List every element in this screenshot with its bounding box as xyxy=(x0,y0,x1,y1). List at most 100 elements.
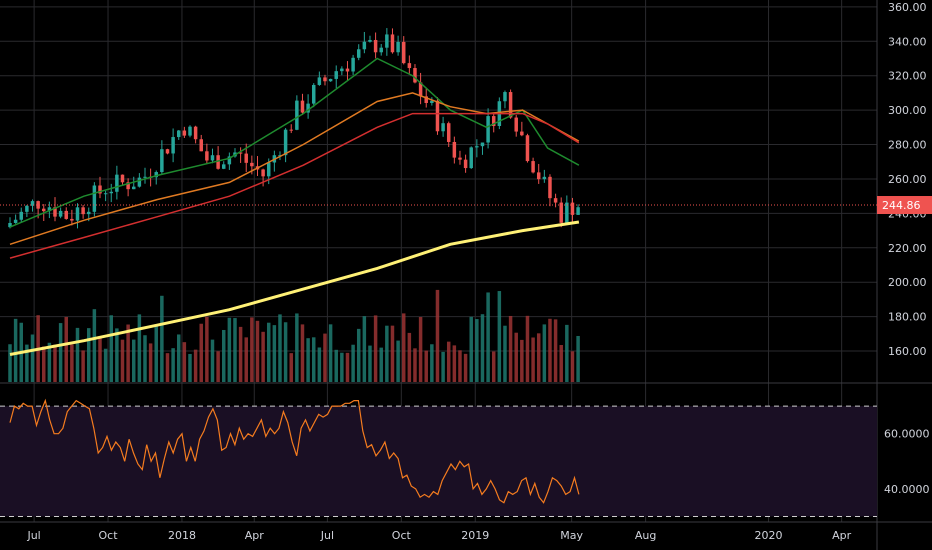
time-tick-label: Jul xyxy=(320,529,334,542)
time-tick-label: 2019 xyxy=(461,529,489,542)
price-tick-label: 220.00 xyxy=(888,242,927,255)
candle-body xyxy=(98,185,102,194)
candle-body xyxy=(340,68,344,72)
candle-body xyxy=(75,207,80,221)
volume-bar xyxy=(407,332,412,382)
candle-body xyxy=(362,41,367,50)
candle-body xyxy=(435,100,440,132)
candle-body xyxy=(289,129,293,131)
candle-body xyxy=(53,207,57,217)
candle-body xyxy=(137,177,142,187)
volume-bar xyxy=(396,340,400,382)
volume-bar xyxy=(379,347,383,382)
volume-bar xyxy=(340,352,344,382)
last-price-tag xyxy=(877,196,932,215)
rsi-line xyxy=(9,398,580,504)
volume-bar xyxy=(576,335,580,382)
price-axis: 160.00180.00200.00220.00240.00260.00280.… xyxy=(888,1,927,358)
volume-bar xyxy=(283,322,288,382)
candle-body xyxy=(475,146,479,148)
time-tick-label: May xyxy=(560,529,583,542)
volume-bar xyxy=(497,291,502,382)
candle-body xyxy=(548,176,552,199)
volume-bar xyxy=(452,345,457,382)
volume-bar xyxy=(289,353,293,382)
candle-body xyxy=(345,68,350,72)
candle-body xyxy=(356,49,361,58)
time-tick-label: Apr xyxy=(832,529,852,542)
price-tick-label: 200.00 xyxy=(888,276,927,289)
volume-bar xyxy=(368,345,372,382)
volume-bar xyxy=(165,353,170,382)
volume-bar xyxy=(182,342,187,382)
volume-bar xyxy=(362,316,367,382)
candle-body xyxy=(503,92,507,102)
price-tick-label: 260.00 xyxy=(888,173,927,186)
volume-bar xyxy=(317,347,322,382)
candle-body xyxy=(266,162,271,177)
volume-bar xyxy=(525,315,530,382)
volume-bar xyxy=(8,344,12,382)
candle-body xyxy=(160,149,164,173)
candle-body xyxy=(295,100,299,130)
candle-body xyxy=(47,207,52,212)
volume-bar xyxy=(491,351,496,382)
candle-body xyxy=(520,131,524,136)
candle-body xyxy=(42,208,46,212)
candle-body xyxy=(379,47,383,53)
volume-bar xyxy=(205,316,209,382)
candle-body xyxy=(115,174,119,192)
candle-body xyxy=(300,100,305,113)
volume-bar xyxy=(148,343,153,382)
candle-body xyxy=(463,159,468,169)
volume-bar xyxy=(300,324,305,382)
volume-bar xyxy=(137,314,142,382)
candle-body xyxy=(565,202,569,223)
candle-body xyxy=(536,172,541,180)
price-tick-label: 340.00 xyxy=(888,35,927,48)
candle-body xyxy=(469,147,473,169)
volume-bar xyxy=(570,351,575,382)
candle-body xyxy=(120,174,125,183)
rsi-band xyxy=(0,406,877,517)
volume-bar xyxy=(233,318,237,382)
candle-body xyxy=(311,84,316,104)
volume-bar xyxy=(508,315,513,382)
volume-bar xyxy=(531,337,535,382)
candle-body xyxy=(486,116,490,143)
candle-body xyxy=(317,77,322,85)
volume-bar xyxy=(458,350,462,382)
volume-bar xyxy=(244,337,248,382)
candle-body xyxy=(205,151,209,161)
volume-bar xyxy=(216,351,220,382)
volume-bar xyxy=(334,349,338,382)
volume-bar xyxy=(47,342,52,382)
candle-body xyxy=(131,186,136,190)
candle-body xyxy=(542,176,547,180)
volume-bar xyxy=(278,314,282,382)
volume-bar xyxy=(188,353,192,382)
volume-bar xyxy=(565,324,569,382)
volume-bar xyxy=(53,344,57,382)
time-tick-label: Apr xyxy=(245,529,265,542)
volume-bar xyxy=(42,346,46,382)
moving-averages xyxy=(9,57,580,356)
price-tick-label: 360.00 xyxy=(888,1,927,14)
candle-body xyxy=(452,141,457,158)
last-price-label: 244.86 xyxy=(882,199,921,212)
time-tick-label: Jul xyxy=(26,529,40,542)
candle-body xyxy=(221,164,226,169)
candle-body xyxy=(261,169,265,177)
rsi-tick-label: 40.0000 xyxy=(884,483,930,496)
volume-bar xyxy=(131,339,136,382)
candle-body xyxy=(165,149,170,154)
volume-bar xyxy=(356,328,361,382)
volume-bar xyxy=(424,350,428,382)
volume-bar xyxy=(98,336,102,382)
candle-body xyxy=(576,207,580,215)
volume-bar xyxy=(295,313,299,382)
candle-body xyxy=(441,123,445,132)
candle-body xyxy=(368,39,372,42)
